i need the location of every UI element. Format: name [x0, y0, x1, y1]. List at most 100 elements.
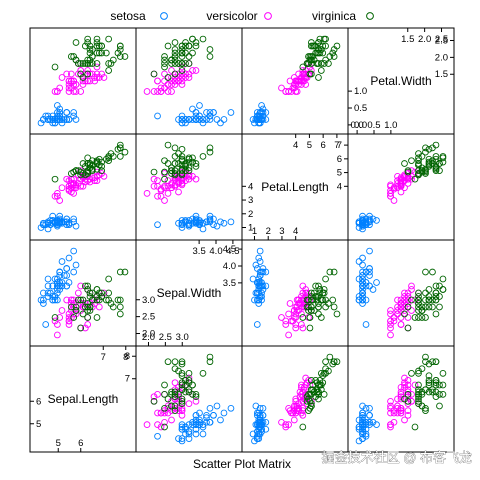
point-virginica — [330, 53, 338, 60]
point-versicolor — [299, 70, 307, 78]
point-versicolor — [65, 317, 73, 325]
point-virginica — [70, 53, 78, 60]
point-setosa — [359, 411, 366, 419]
point-setosa — [51, 296, 59, 304]
point-versicolor — [86, 70, 94, 78]
point-virginica — [161, 168, 168, 176]
point-virginica — [86, 49, 94, 57]
point-setosa — [54, 282, 61, 290]
point-setosa — [362, 279, 370, 286]
point-virginica — [93, 165, 101, 173]
point-virginica — [84, 39, 92, 46]
point-virginica — [192, 163, 200, 170]
point-virginica — [86, 303, 94, 311]
variable-name: Sepal.Length — [48, 392, 119, 406]
point-versicolor — [288, 317, 295, 325]
point-virginica — [84, 303, 92, 311]
variable-name: Petal.Width — [370, 74, 431, 88]
point-virginica — [98, 167, 106, 174]
point-virginica — [418, 390, 426, 398]
tick-label: 7 — [334, 140, 339, 151]
point-versicolor — [401, 174, 408, 182]
point-setosa — [185, 116, 193, 123]
point-setosa — [362, 404, 370, 412]
tick-label: 6 — [36, 396, 41, 407]
point-versicolor — [178, 63, 186, 71]
point-versicolor — [298, 381, 305, 389]
point-virginica — [178, 370, 186, 377]
point-versicolor — [77, 300, 85, 307]
point-setosa — [51, 119, 59, 127]
point-versicolor — [171, 404, 179, 412]
point-versicolor — [302, 381, 310, 389]
point-setosa — [56, 272, 64, 279]
point-setosa — [359, 286, 366, 293]
point-versicolor — [282, 321, 290, 328]
point-setosa — [199, 119, 207, 127]
point-versicolor — [93, 63, 101, 71]
point-versicolor — [171, 77, 179, 85]
point-virginica — [182, 160, 189, 167]
point-versicolor — [65, 187, 73, 194]
point-setosa — [54, 286, 61, 293]
point-setosa — [40, 300, 47, 307]
point-setosa — [37, 296, 45, 304]
panel-sepal-width-vs-petal-length — [241, 239, 349, 347]
point-virginica — [86, 42, 94, 50]
point-virginica — [81, 282, 89, 290]
point-versicolor — [54, 321, 61, 328]
point-versicolor — [56, 314, 64, 321]
point-virginica — [185, 370, 193, 377]
point-virginica — [432, 293, 440, 300]
point-virginica — [171, 388, 179, 396]
point-virginica — [178, 395, 186, 403]
point-setosa — [255, 289, 263, 297]
point-versicolor — [178, 407, 186, 415]
point-virginica — [168, 402, 175, 410]
point-virginica — [401, 160, 408, 167]
point-virginica — [439, 370, 447, 377]
legend-marker-versicolor — [264, 12, 272, 20]
point-setosa — [72, 116, 80, 123]
point-versicolor — [157, 88, 165, 95]
point-virginica — [81, 303, 89, 311]
tick-label: 4 — [337, 181, 342, 192]
tick-label: 6 — [337, 154, 342, 165]
point-setosa — [60, 116, 68, 123]
point-setosa — [253, 435, 261, 442]
point-virginica — [312, 42, 319, 50]
point-versicolor — [387, 331, 394, 339]
point-virginica — [150, 70, 158, 78]
point-setosa — [366, 421, 373, 428]
point-setosa — [359, 296, 366, 304]
point-virginica — [418, 388, 426, 396]
point-virginica — [432, 381, 440, 389]
point-versicolor — [79, 81, 87, 88]
point-virginica — [84, 282, 92, 290]
point-setosa — [355, 416, 363, 424]
point-versicolor — [401, 379, 408, 387]
tick-label: 0.5 — [367, 120, 380, 131]
point-virginica — [189, 158, 196, 166]
point-virginica — [84, 56, 92, 64]
point-virginica — [436, 390, 443, 398]
point-versicolor — [397, 388, 405, 396]
point-setosa — [58, 258, 66, 265]
point-setosa — [355, 296, 363, 304]
point-virginica — [178, 167, 186, 174]
point-versicolor — [387, 421, 394, 428]
variable-name: Petal.Length — [261, 180, 328, 194]
point-versicolor — [86, 300, 94, 307]
point-virginica — [182, 39, 189, 46]
point-versicolor — [401, 303, 408, 311]
point-versicolor — [164, 404, 172, 412]
point-virginica — [320, 370, 328, 377]
point-versicolor — [175, 393, 182, 401]
point-setosa — [178, 425, 186, 433]
point-versicolor — [161, 182, 168, 190]
point-setosa — [56, 109, 64, 116]
point-setosa — [49, 112, 57, 120]
point-virginica — [415, 167, 422, 174]
tick-label: 6 — [78, 438, 83, 449]
